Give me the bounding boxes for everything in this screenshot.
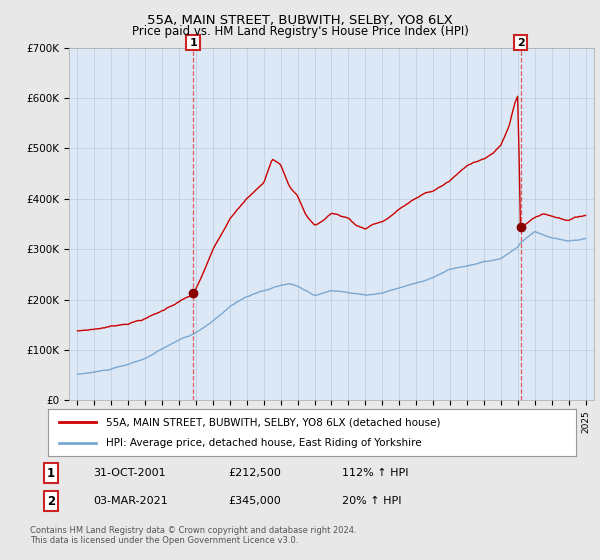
Text: 1: 1 — [47, 466, 55, 480]
Text: This data is licensed under the Open Government Licence v3.0.: This data is licensed under the Open Gov… — [30, 536, 298, 545]
Text: 31-OCT-2001: 31-OCT-2001 — [93, 468, 166, 478]
Text: 1: 1 — [189, 38, 197, 48]
Text: 55A, MAIN STREET, BUBWITH, SELBY, YO8 6LX (detached house): 55A, MAIN STREET, BUBWITH, SELBY, YO8 6L… — [106, 417, 440, 427]
Text: 03-MAR-2021: 03-MAR-2021 — [93, 496, 168, 506]
Text: 20% ↑ HPI: 20% ↑ HPI — [342, 496, 401, 506]
Text: 2: 2 — [517, 38, 524, 48]
Text: £345,000: £345,000 — [228, 496, 281, 506]
Text: 2: 2 — [47, 494, 55, 508]
Text: HPI: Average price, detached house, East Riding of Yorkshire: HPI: Average price, detached house, East… — [106, 438, 422, 448]
Text: Price paid vs. HM Land Registry's House Price Index (HPI): Price paid vs. HM Land Registry's House … — [131, 25, 469, 38]
Text: 112% ↑ HPI: 112% ↑ HPI — [342, 468, 409, 478]
Text: Contains HM Land Registry data © Crown copyright and database right 2024.: Contains HM Land Registry data © Crown c… — [30, 526, 356, 535]
Text: £212,500: £212,500 — [228, 468, 281, 478]
Text: 55A, MAIN STREET, BUBWITH, SELBY, YO8 6LX: 55A, MAIN STREET, BUBWITH, SELBY, YO8 6L… — [147, 14, 453, 27]
